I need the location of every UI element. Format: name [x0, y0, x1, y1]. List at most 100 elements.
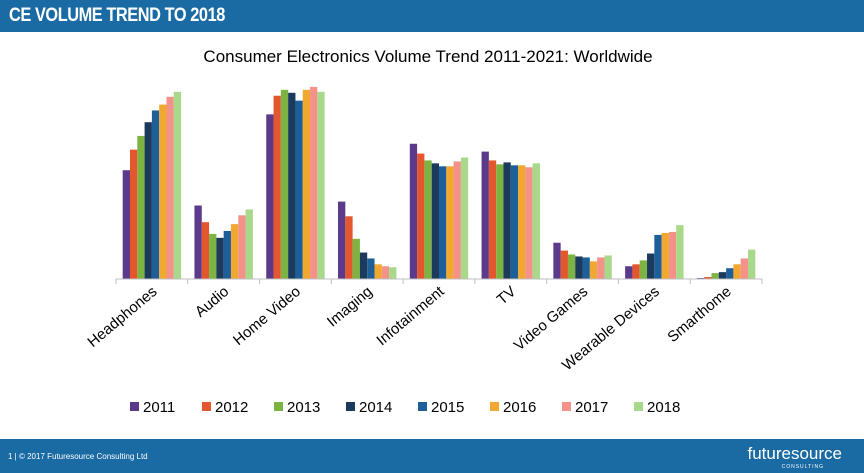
bar-audio-2011: [194, 205, 202, 279]
bar-imaging-2014: [359, 252, 368, 279]
legend-label-2016: 2016: [503, 399, 536, 416]
category-label: Smarthome: [664, 283, 734, 346]
bar-headphones-2013: [137, 135, 145, 279]
bar-smarthome-2013: [711, 273, 719, 279]
bar-smarthome-2016: [733, 264, 741, 279]
bar-imaging-2011: [338, 201, 346, 279]
category-label: Imaging: [324, 283, 376, 330]
bar-home-video-2018: [317, 91, 325, 279]
legend: 2011 2012 2013 2014 2015 2016 2017 2018: [130, 399, 680, 416]
legend-swatch-2012: [202, 402, 211, 411]
bar-imaging-2013: [352, 238, 360, 279]
bar-video-games-2011: [553, 242, 561, 279]
bar-tv-2015: [510, 165, 519, 279]
bar-wearable-devices-2017: [668, 231, 677, 279]
bar-tv-2018: [532, 163, 540, 279]
logo-subtitle: CONSULTING: [781, 464, 824, 470]
legend-swatch-2015: [418, 402, 427, 411]
logo-text-pre: futures: [747, 444, 800, 463]
bar-infotainment-2018: [460, 157, 469, 279]
legend-label-2015: 2015: [431, 399, 464, 416]
legend-swatch-2011: [130, 402, 139, 411]
bar-tv-2012: [488, 160, 497, 279]
category-label: Home Video: [230, 283, 304, 349]
bar-home-video-2011: [266, 114, 274, 279]
bar-headphones-2018: [173, 91, 182, 279]
bar-audio-2012: [201, 222, 210, 279]
bar-wearable-devices-2012: [632, 264, 640, 279]
bars-group: [122, 86, 756, 280]
bar-infotainment-2015: [439, 166, 447, 279]
legend-swatch-2014: [346, 402, 355, 411]
bar-infotainment-2016: [446, 166, 454, 279]
bar-audio-2013: [209, 233, 217, 279]
bar-headphones-2012: [129, 149, 138, 279]
bar-infotainment-2014: [431, 163, 439, 279]
bar-wearable-devices-2015: [654, 234, 662, 279]
bar-headphones-2016: [159, 104, 167, 279]
bar-headphones-2014: [144, 122, 152, 279]
bar-home-video-2017: [310, 86, 318, 279]
futuresource-logo: futuresource: [747, 444, 842, 464]
bar-home-video-2014: [288, 92, 296, 279]
legend-swatch-2017: [562, 402, 571, 411]
bar-tv-2016: [518, 165, 526, 279]
chart-area: Consumer Electronics Volume Trend 2011-2…: [84, 47, 763, 416]
bar-video-games-2012: [560, 250, 568, 279]
slide-title: CE VOLUME TREND TO 2018: [9, 5, 225, 26]
bar-wearable-devices-2018: [676, 225, 684, 279]
bar-smarthome-2015: [726, 268, 734, 279]
bar-wearable-devices-2014: [647, 253, 655, 279]
bar-smarthome-2017: [740, 258, 749, 279]
bar-video-games-2015: [582, 257, 590, 279]
bar-tv-2017: [525, 167, 533, 279]
chart-title: Consumer Electronics Volume Trend 2011-2…: [203, 47, 652, 66]
bar-infotainment-2017: [453, 161, 461, 279]
legend-swatch-2018: [634, 402, 643, 411]
legend-label-2013: 2013: [287, 399, 320, 416]
bar-video-games-2016: [589, 261, 598, 279]
bar-smarthome-2014: [718, 272, 727, 279]
legend-label-2011: 2011: [143, 399, 175, 416]
bar-tv-2011: [481, 151, 489, 279]
bar-home-video-2012: [273, 95, 281, 280]
bar-home-video-2016: [302, 89, 311, 279]
logo-o: o: [799, 444, 809, 463]
legend-label-2018: 2018: [647, 399, 680, 416]
bar-imaging-2018: [389, 267, 397, 279]
bar-headphones-2017: [166, 96, 174, 279]
bar-audio-2018: [245, 209, 253, 279]
bar-tv-2013: [496, 164, 504, 279]
category-label: Headphones: [84, 283, 160, 351]
header-bar: CE VOLUME TREND TO 2018: [0, 0, 864, 32]
legend-label-2012: 2012: [215, 399, 248, 416]
bar-home-video-2013: [280, 89, 289, 279]
category-label: Infotainment: [373, 283, 448, 350]
bar-wearable-devices-2016: [661, 232, 669, 279]
bar-imaging-2017: [381, 266, 390, 279]
bar-audio-2017: [238, 215, 246, 279]
bar-headphones-2011: [122, 170, 130, 279]
footer-bar: 1 | © 2017 Futuresource Consulting Ltd f…: [0, 439, 864, 473]
bar-home-video-2015: [295, 100, 303, 279]
bar-video-games-2014: [575, 256, 583, 279]
category-label: TV: [494, 283, 520, 308]
legend-swatch-2013: [274, 402, 283, 411]
bar-video-games-2017: [597, 257, 605, 279]
bar-audio-2014: [216, 237, 224, 279]
legend-label-2014: 2014: [359, 399, 392, 416]
bar-smarthome-2012: [704, 277, 712, 279]
category-label: Audio: [192, 283, 232, 321]
bar-wearable-devices-2011: [625, 266, 633, 279]
bar-infotainment-2011: [409, 143, 418, 279]
copyright-text: 1 | © 2017 Futuresource Consulting Ltd: [8, 452, 148, 461]
legend-label-2017: 2017: [575, 399, 608, 416]
bar-imaging-2015: [367, 258, 375, 279]
bar-video-games-2018: [604, 255, 612, 279]
bar-infotainment-2012: [417, 153, 425, 279]
bar-headphones-2015: [151, 110, 160, 279]
legend-swatch-2016: [490, 402, 499, 411]
bar-imaging-2016: [374, 264, 382, 279]
bar-audio-2015: [223, 230, 231, 279]
